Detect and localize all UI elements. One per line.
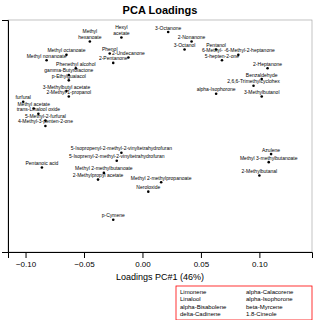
point [89,40,92,43]
y-axis [2,21,9,253]
x-tick: −0.05 [74,252,95,269]
point [221,59,224,62]
chart-title: PCA Loadings [123,4,198,16]
x-tick: 0.05 [194,252,210,269]
point-label: Methyl 2-methylbutanoate [75,165,133,171]
point [68,79,71,82]
point-label: Pentanoic acid [26,160,59,166]
point-label: Hexylacetate [113,24,130,36]
annotation-box: LimoneneLinalool alpha-Bisabolenedelta-Ca… [176,286,312,320]
point-label: 5-Isopropenyl-2-methyl-2-vinyltetrahydro… [71,145,172,151]
point-label: Methylhexanoate [78,28,102,40]
x-tick: 0.00 [135,252,151,269]
point [120,36,123,39]
x-tick-label: 0.05 [194,260,210,269]
point [112,62,115,65]
point [183,48,186,51]
x-tick-mark [84,252,85,258]
annotation-box-frame [176,286,312,320]
chart: PCA Loadings −0.10 −0.05 0.00 0.05 0.10 Methyl… [0,0,320,320]
plot-frame [8,20,312,252]
point [97,178,100,181]
point [252,84,255,87]
x-tick-label: 0.10 [252,260,268,269]
points [22,31,272,221]
x-tick-mark [201,252,202,258]
annotation-item: delta-Cadinene [180,311,221,317]
point [112,219,115,222]
x-tick-mark [26,252,27,258]
annotation-item: alpha-Bisabolene [180,304,227,310]
point-label: 3-Octanone [155,25,181,31]
x-tick: 0.10 [252,252,268,269]
point-label: 5-hepten-2-one [205,53,239,59]
point-label: 5-Isoprenyl-2-methyl-2-vinyltetrahydrofu… [69,153,165,159]
point-label: p-Ethylguaiacol [52,73,86,79]
annotation-item: 1.8-Cineole [246,311,277,317]
point [45,59,48,62]
point [115,160,118,163]
point-labels: Methylhexanoate Hexylacetate 3-Octanone 2-N… [15,24,297,218]
y-axis-line [2,21,9,253]
point-label: alpha-Isophorone [197,86,236,92]
x-tick-mark [259,252,260,258]
annotation-item: alpha-Calacorene [246,289,294,295]
x-tick: −0.10 [16,252,37,269]
point-label: 3-Octanol [174,42,196,48]
x-tick-label: −0.05 [74,260,95,269]
point-label: 2,6,6-Trimethylcyclohex [227,78,280,84]
x-axis-line [9,253,313,259]
point-label: Methyl nonanoate [27,53,67,59]
point-label: 2-Methyl-1-propanol [46,89,91,95]
point [44,125,47,128]
point [267,161,270,164]
x-tick-label: −0.10 [16,260,37,269]
point-label: Phenethyl alcohol [56,61,95,67]
point [167,31,170,34]
annotation-item: alpha-Isophorone [246,296,293,302]
point-label: Neroloxide [136,184,160,190]
point [258,174,261,177]
x-axis-title: Loadings PC#1 (46%) [116,272,204,282]
x-axis: −0.10 −0.05 0.00 0.05 0.10 [9,252,313,269]
point-label: Methyl 2-methylpropanoate [131,175,192,181]
plot-area: −0.10 −0.05 0.00 0.05 0.10 Methylhexanoate Hex… [2,20,313,269]
point [41,166,44,169]
point-label: 2-Heptanone [253,61,282,67]
annotation-item: Linalool [180,296,201,302]
x-tick-label: 0.00 [135,260,151,269]
point-label: p-Cymene [102,212,125,218]
point [266,67,269,70]
annotation-item: beta-Myrcene [246,304,283,310]
point [215,92,218,95]
point [260,95,263,98]
point-label: 2-Pentanone [99,55,128,61]
annotation-item: Limonene [180,289,207,295]
point-label: Methyl 3-methylbutanoate [240,155,298,161]
point-label: 3-Methylbutanol [244,89,280,95]
point-label: 2-Nonanone [178,34,206,40]
point-label: Azulene [262,147,280,153]
point-label: 4-Methyl-3-penten-2-one [18,118,73,124]
point-label: furfural [15,94,31,100]
point [147,190,150,193]
point-label: 2-Methylpropyl acetate [73,172,124,178]
x-tick-mark [142,252,143,258]
point-label: Benzaldehyde [246,72,278,78]
point [68,95,71,98]
point-label: 2-Methylbutanal [242,168,278,174]
point-label: trans-Linalool oxide [17,106,61,112]
